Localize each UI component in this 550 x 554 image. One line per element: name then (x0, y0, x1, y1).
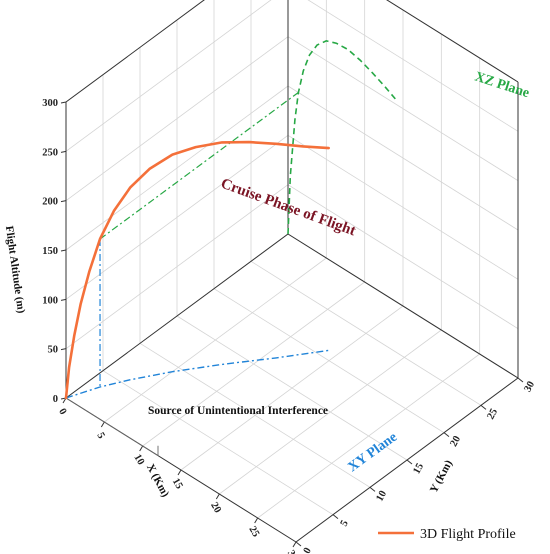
series-layer (64, 140, 330, 400)
y-tick-mark (369, 486, 376, 492)
y-tick-mark (443, 432, 450, 438)
y-tick-label: 5 (339, 519, 351, 529)
x-tick-mark (254, 517, 259, 524)
z-tick-mark (60, 249, 67, 252)
annotation-xz-plane: XZ Plane (473, 70, 531, 102)
axis-box-edge (65, 233, 289, 399)
x-tick-label: 20 (208, 500, 223, 515)
z-tick-mark (60, 150, 67, 153)
back-wall-grid-line (65, 0, 272, 152)
y-tick-mark (480, 404, 487, 410)
back-wall-grid-line (65, 135, 289, 300)
y-tick-label: 20 (448, 434, 463, 448)
z-tick-mark (60, 348, 67, 351)
x-axis-title: X (Km) (144, 462, 172, 499)
interference-source-marker (65, 397, 159, 457)
y-tick-label: 0 (302, 546, 314, 554)
axis-box-edge (287, 233, 519, 379)
side-wall-grid-line (287, 184, 519, 330)
annotation-interference-source: Source of Unintentional Interference (148, 405, 328, 417)
side-wall-grid-line (307, 0, 519, 132)
y-tick-mark (295, 541, 302, 547)
z-tick-mark (60, 298, 67, 301)
x-tick-label: 10 (131, 452, 146, 467)
x-tick-label: 25 (246, 524, 261, 539)
z-tick-mark (60, 101, 67, 104)
z-tick-label: 0 (53, 394, 58, 405)
y-tick-mark (406, 459, 413, 465)
y-tick-mark (332, 514, 339, 520)
side-wall-grid-line (287, 134, 519, 280)
x-tick-mark (215, 493, 220, 500)
flight-profile-line (64, 140, 330, 400)
back-wall-grid-line (65, 184, 289, 349)
back-wall-grid-line (65, 36, 289, 201)
x-tick-mark (177, 469, 182, 476)
z-tick-label: 100 (42, 295, 58, 306)
z-tick-label: 200 (42, 197, 58, 208)
side-wall-grid-line (287, 36, 519, 182)
y-axis-title: Y (Km) (428, 458, 455, 495)
x-tick-mark (100, 421, 105, 428)
x-tick-label: 5 (94, 431, 106, 441)
floor-grid-line (139, 342, 371, 488)
side-wall-grid-line (287, 85, 519, 231)
projection-layer (65, 40, 396, 457)
z-tick-label: 250 (42, 147, 58, 158)
floor-grid-line (250, 260, 482, 406)
x-tick-label: 0 (56, 407, 68, 417)
x-tick-mark (139, 445, 144, 452)
z-tick-label: 150 (42, 246, 58, 257)
x-tick-label: 15 (170, 476, 185, 491)
axis-box-edge (386, 0, 519, 83)
annotation-xy-plane: XY Plane (346, 430, 401, 475)
y-tick-label: 10 (374, 489, 389, 503)
legend-label: 3D Flight Profile (420, 527, 516, 542)
x-tick-mark (292, 541, 297, 548)
z-tick-label: 300 (42, 98, 58, 109)
legend: 3D Flight Profile (378, 527, 516, 542)
floor-grid-line (102, 370, 334, 516)
z-tick-label: 50 (48, 345, 59, 356)
x-tick-label: 30 (285, 548, 300, 554)
xy-plane-projection (65, 349, 329, 399)
y-tick-label: 30 (522, 380, 537, 394)
projection-guide-line (99, 91, 299, 240)
floor-grid-line (176, 315, 408, 461)
back-wall-grid-line (65, 85, 289, 251)
z-tick-mark (60, 200, 67, 203)
y-tick-mark (517, 377, 524, 383)
floor-grid-line (213, 288, 445, 434)
y-tick-label: 15 (411, 462, 426, 476)
z-axis-title: Flight Altitude (m) (3, 225, 27, 314)
tick-layer: 0501001502002503000510152025300510152025… (42, 98, 537, 554)
axis-box-edge (65, 0, 205, 103)
y-tick-label: 25 (485, 407, 500, 421)
